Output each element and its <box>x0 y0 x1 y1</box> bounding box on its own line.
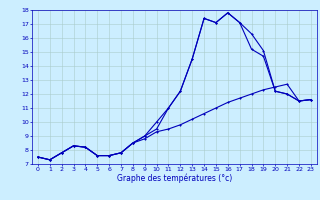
X-axis label: Graphe des températures (°c): Graphe des températures (°c) <box>117 174 232 183</box>
